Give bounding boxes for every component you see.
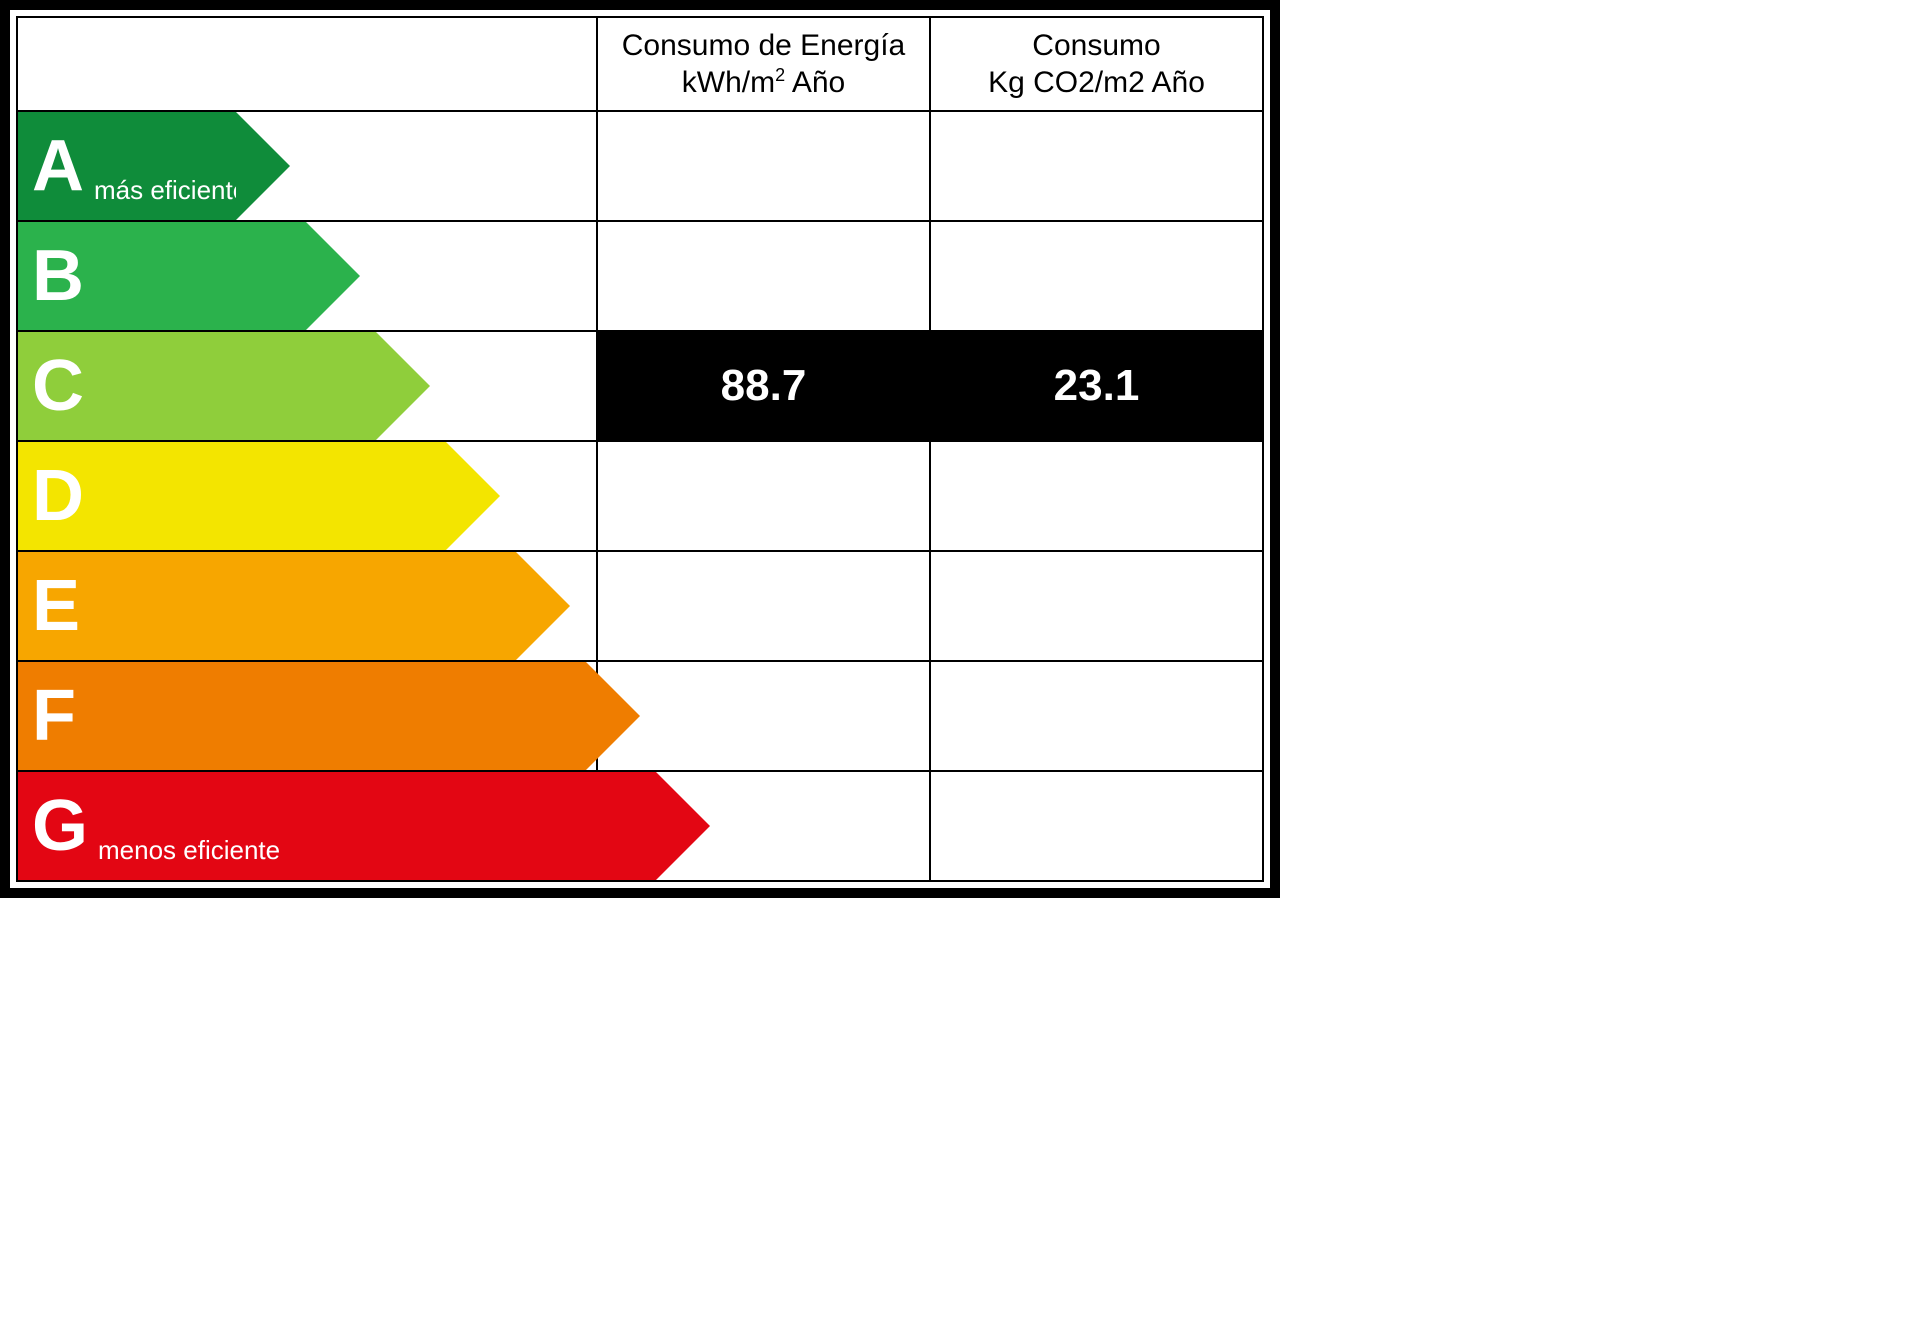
rating-letter: B [32, 240, 84, 312]
rating-arrow: F [18, 662, 640, 770]
rating-arrow-bar: E [18, 552, 516, 660]
rating-arrow-cell: Gmenos eficiente [17, 771, 597, 881]
rating-arrow-bar: D [18, 442, 446, 550]
rating-arrow-cell: F [17, 661, 597, 771]
rating-arrow-tip [306, 222, 360, 330]
rating-letter: F [32, 680, 76, 752]
rating-row-d: D [17, 441, 1263, 551]
rating-letter: G [32, 790, 88, 862]
rating-row-b: B [17, 221, 1263, 331]
header-row: Consumo de Energía kWh/m2 Año Consumo Kg… [17, 17, 1263, 111]
co2-value [930, 441, 1263, 551]
energy-value [597, 111, 930, 221]
rating-row-c: C 88.723.1 [17, 331, 1263, 441]
energy-value [597, 221, 930, 331]
rating-subtitle: más eficiente [94, 175, 247, 220]
rating-arrow: E [18, 552, 570, 660]
rating-arrow-tip [656, 772, 710, 880]
rating-row-a: Amás eficiente [17, 111, 1263, 221]
rating-arrow: D [18, 442, 500, 550]
energy-rating-table: Consumo de Energía kWh/m2 Año Consumo Kg… [16, 16, 1264, 882]
co2-value: 23.1 [930, 331, 1263, 441]
header-energy-line1: Consumo de Energía [622, 29, 906, 62]
rating-letter: D [32, 460, 84, 532]
header-energy-line2: kWh/m2 Año [682, 66, 845, 99]
co2-value [930, 551, 1263, 661]
header-energy: Consumo de Energía kWh/m2 Año [597, 17, 930, 111]
energy-value: 88.7 [597, 331, 930, 441]
rating-arrow-tip [446, 442, 500, 550]
rating-letter: C [32, 350, 84, 422]
rating-arrow: Amás eficiente [18, 112, 290, 220]
rating-arrow-cell: C [17, 331, 597, 441]
co2-value [930, 221, 1263, 331]
header-co2-line2: Kg CO2/m2 Año [988, 66, 1205, 99]
rating-subtitle: menos eficiente [98, 835, 280, 880]
rating-arrow-bar: B [18, 222, 306, 330]
rating-row-e: E [17, 551, 1263, 661]
header-co2-line1: Consumo [1032, 29, 1160, 62]
rating-letter: A [32, 130, 84, 202]
energy-label-frame: Consumo de Energía kWh/m2 Año Consumo Kg… [0, 0, 1280, 898]
rating-arrow-bar: Amás eficiente [18, 112, 236, 220]
rating-arrow-tip [236, 112, 290, 220]
co2-value [930, 111, 1263, 221]
energy-value [597, 441, 930, 551]
rating-arrow-cell: E [17, 551, 597, 661]
ratings-body: Amás eficienteBC88.723.1DEFGmenos eficie… [17, 111, 1263, 881]
energy-value [597, 661, 930, 771]
rating-row-g: Gmenos eficiente [17, 771, 1263, 881]
rating-arrow-bar: C [18, 332, 376, 440]
rating-arrow-tip [376, 332, 430, 440]
energy-value [597, 551, 930, 661]
co2-value [930, 661, 1263, 771]
rating-arrow: B [18, 222, 360, 330]
rating-arrow: Gmenos eficiente [18, 772, 710, 880]
header-co2: Consumo Kg CO2/m2 Año [930, 17, 1263, 111]
rating-arrow-bar: F [18, 662, 586, 770]
rating-row-f: F [17, 661, 1263, 771]
rating-arrow-tip [586, 662, 640, 770]
rating-arrow-bar: Gmenos eficiente [18, 772, 656, 880]
co2-value [930, 771, 1263, 881]
rating-arrow-cell: B [17, 221, 597, 331]
header-empty [17, 17, 597, 111]
rating-letter: E [32, 570, 80, 642]
rating-arrow-cell: Amás eficiente [17, 111, 597, 221]
rating-arrow-cell: D [17, 441, 597, 551]
rating-arrow-tip [516, 552, 570, 660]
rating-arrow: C [18, 332, 430, 440]
